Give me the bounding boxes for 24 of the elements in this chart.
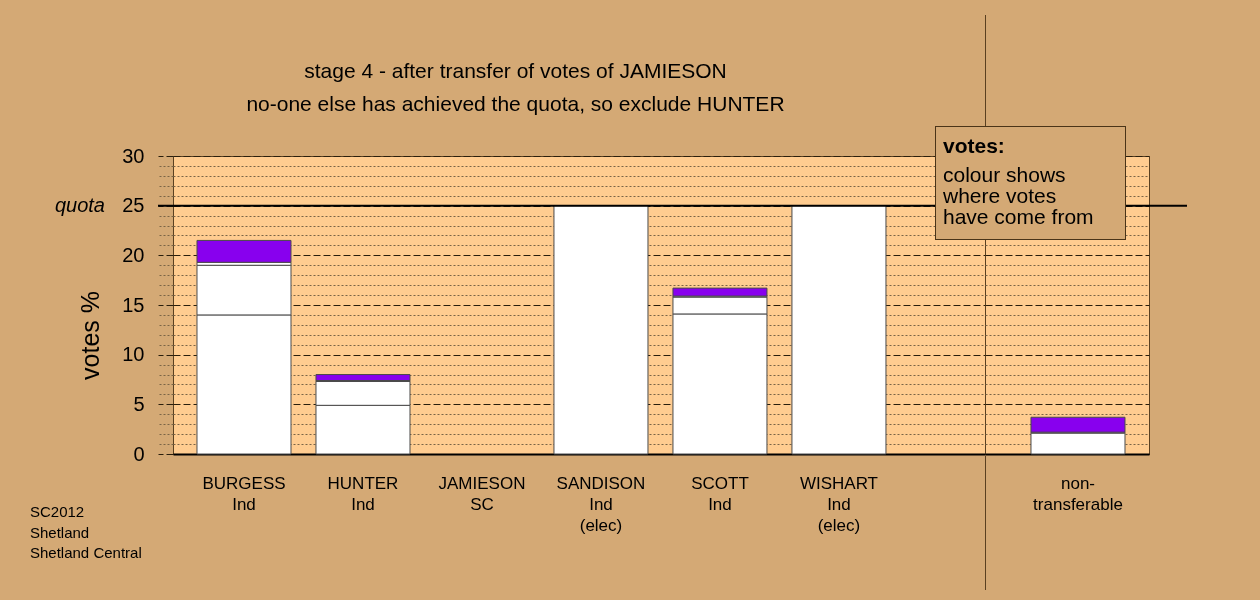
text: Shetland Central [30, 543, 142, 563]
text: Shetland [30, 522, 91, 543]
annotation: colour shows where votes have come from [943, 163, 1095, 228]
y-axis-title: votes % [75, 291, 104, 380]
x-tick-label: JAMIESON SC [438, 473, 526, 514]
ref-line-label: quota [54, 193, 105, 216]
y-tick-label: 15 [122, 293, 145, 316]
y-tick-label: 0 [133, 442, 145, 465]
text: SC2012 [30, 502, 86, 522]
y-tick-label: 5 [133, 392, 145, 415]
x-tick-label: non- transferable [1033, 473, 1123, 514]
note-box: votes: colour shows where votes have come from [935, 126, 1126, 240]
y-tick-label: 25 [122, 194, 145, 217]
y-tick-label: 10 [122, 343, 145, 366]
chart-title: stage 4 - after transfer of votes of JAMIESON [304, 58, 727, 82]
y-tick-label: 30 [122, 144, 145, 167]
x-tick-label: SANDISON Ind (elec) [556, 473, 646, 535]
annotation: votes: [943, 134, 1006, 158]
chart-subtitle: no-one else has achieved the quota, so exclude HUNTER [246, 91, 785, 115]
x-tick-label: SCOTT Ind [691, 473, 749, 514]
x-tick-label: WISHART Ind (elec) [799, 473, 878, 535]
x-tick-label: BURGESS Ind [202, 473, 286, 514]
x-tick-label: HUNTER Ind [327, 473, 399, 514]
y-tick-label: 20 [122, 243, 145, 266]
